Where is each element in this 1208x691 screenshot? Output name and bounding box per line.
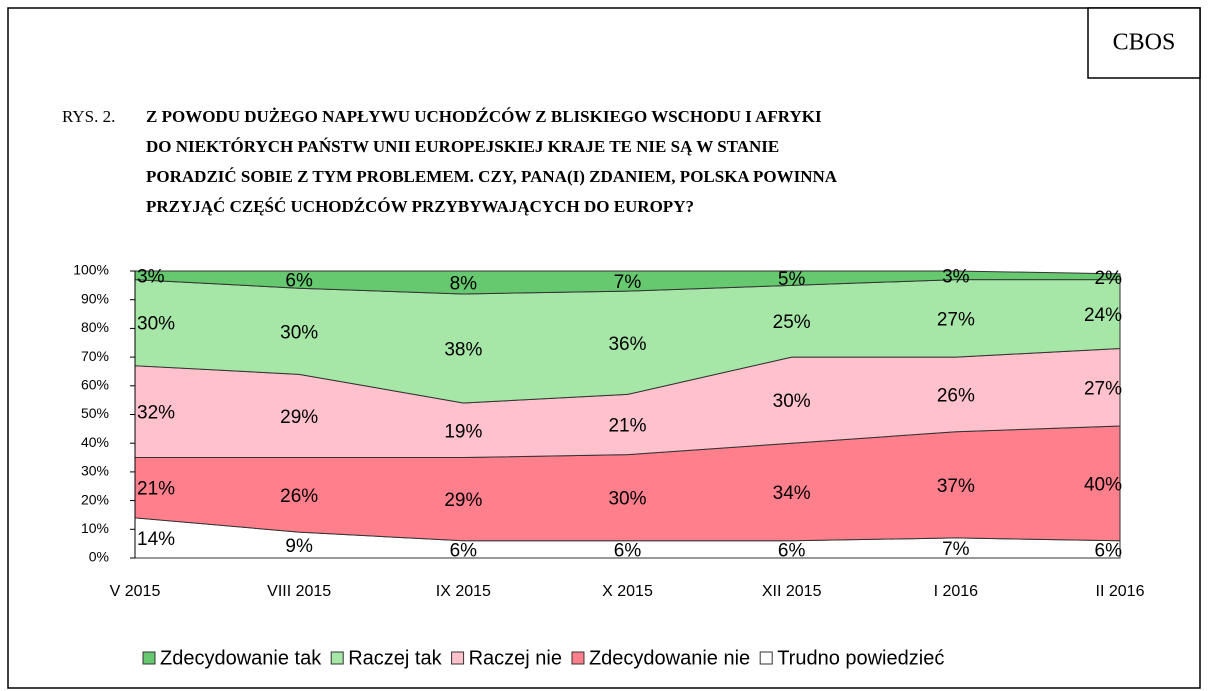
data-label: 36% bbox=[608, 334, 646, 355]
data-label: 3% bbox=[942, 266, 970, 287]
data-label: 30% bbox=[773, 391, 811, 412]
y-tick-label: 90% bbox=[81, 290, 109, 306]
data-label: 6% bbox=[778, 540, 806, 561]
data-label: 34% bbox=[773, 483, 811, 504]
x-tick-label: V 2015 bbox=[110, 583, 161, 600]
x-tick-label: IX 2015 bbox=[436, 583, 491, 600]
data-label: 38% bbox=[444, 340, 482, 361]
corner-label: CBOS bbox=[1113, 30, 1176, 56]
data-label: 8% bbox=[450, 273, 478, 294]
data-label: 24% bbox=[1084, 305, 1122, 326]
data-label: 40% bbox=[1084, 474, 1122, 495]
legend-label: Zdecydowanie tak bbox=[160, 647, 322, 669]
frame bbox=[7, 7, 1201, 689]
data-label: 26% bbox=[937, 385, 975, 406]
title-prefix: RYS. 2. bbox=[62, 107, 115, 126]
y-tick-label: 100% bbox=[73, 262, 109, 278]
data-label: 32% bbox=[137, 403, 175, 424]
x-tick-label: I 2016 bbox=[934, 583, 979, 600]
y-tick-label: 50% bbox=[81, 405, 109, 421]
data-label: 26% bbox=[280, 486, 318, 507]
data-label: 2% bbox=[1095, 268, 1123, 289]
chart-title: PRZYJĄĆ CZĘŚĆ UCHODŹCÓW PRZYBYWAJĄCYCH D… bbox=[146, 197, 694, 216]
chart-title: PORADZIĆ SOBIE Z TYM PROBLEMEM. CZY, PAN… bbox=[146, 167, 838, 186]
data-label: 3% bbox=[137, 266, 165, 287]
chart-title: Z POWODU DUŻEGO NAPŁYWU UCHODŹCÓW Z BLIS… bbox=[146, 107, 822, 126]
y-tick-label: 80% bbox=[81, 319, 109, 335]
data-label: 27% bbox=[937, 309, 975, 330]
legend-label: Trudno powiedzieć bbox=[777, 647, 944, 669]
data-label: 19% bbox=[444, 421, 482, 442]
data-label: 21% bbox=[137, 479, 175, 500]
legend-swatch bbox=[142, 651, 156, 665]
data-label: 5% bbox=[778, 269, 806, 290]
y-tick-label: 0% bbox=[89, 549, 109, 565]
corner-box bbox=[1087, 7, 1201, 79]
x-tick-label: II 2016 bbox=[1096, 583, 1145, 600]
data-label: 29% bbox=[280, 407, 318, 428]
data-label: 30% bbox=[608, 489, 646, 510]
data-label: 21% bbox=[608, 416, 646, 437]
legend-swatch bbox=[571, 651, 585, 665]
data-label: 7% bbox=[614, 272, 642, 293]
legend-label: Raczej tak bbox=[348, 647, 442, 669]
x-tick-label: XII 2015 bbox=[762, 583, 822, 600]
data-label: 25% bbox=[773, 312, 811, 333]
data-label: 6% bbox=[1095, 540, 1123, 561]
y-tick-label: 20% bbox=[81, 491, 109, 507]
legend-swatch bbox=[330, 651, 344, 665]
data-label: 14% bbox=[137, 529, 175, 550]
data-label: 27% bbox=[1084, 378, 1122, 399]
y-tick-label: 60% bbox=[81, 377, 109, 393]
legend-swatch bbox=[451, 651, 465, 665]
data-label: 37% bbox=[937, 476, 975, 497]
legend-label: Zdecydowanie nie bbox=[589, 647, 750, 669]
chart-title: DO NIEKTÓRYCH PAŃSTW UNII EUROPEJSKIEJ K… bbox=[146, 137, 779, 156]
data-label: 6% bbox=[614, 540, 642, 561]
data-label: 30% bbox=[137, 314, 175, 335]
y-tick-label: 70% bbox=[81, 348, 109, 364]
x-tick-label: X 2015 bbox=[602, 583, 653, 600]
area bbox=[134, 270, 1121, 295]
data-label: 7% bbox=[942, 539, 970, 560]
legend-label: Raczej nie bbox=[469, 647, 562, 669]
y-tick-label: 30% bbox=[81, 463, 109, 479]
data-label: 29% bbox=[444, 490, 482, 511]
data-label: 6% bbox=[450, 540, 478, 561]
data-label: 30% bbox=[280, 322, 318, 343]
x-tick-label: VIII 2015 bbox=[267, 583, 331, 600]
legend-swatch bbox=[759, 651, 773, 665]
y-tick-label: 40% bbox=[81, 434, 109, 450]
data-label: 6% bbox=[285, 271, 313, 292]
data-label: 9% bbox=[285, 536, 313, 557]
y-tick-label: 10% bbox=[81, 520, 109, 536]
